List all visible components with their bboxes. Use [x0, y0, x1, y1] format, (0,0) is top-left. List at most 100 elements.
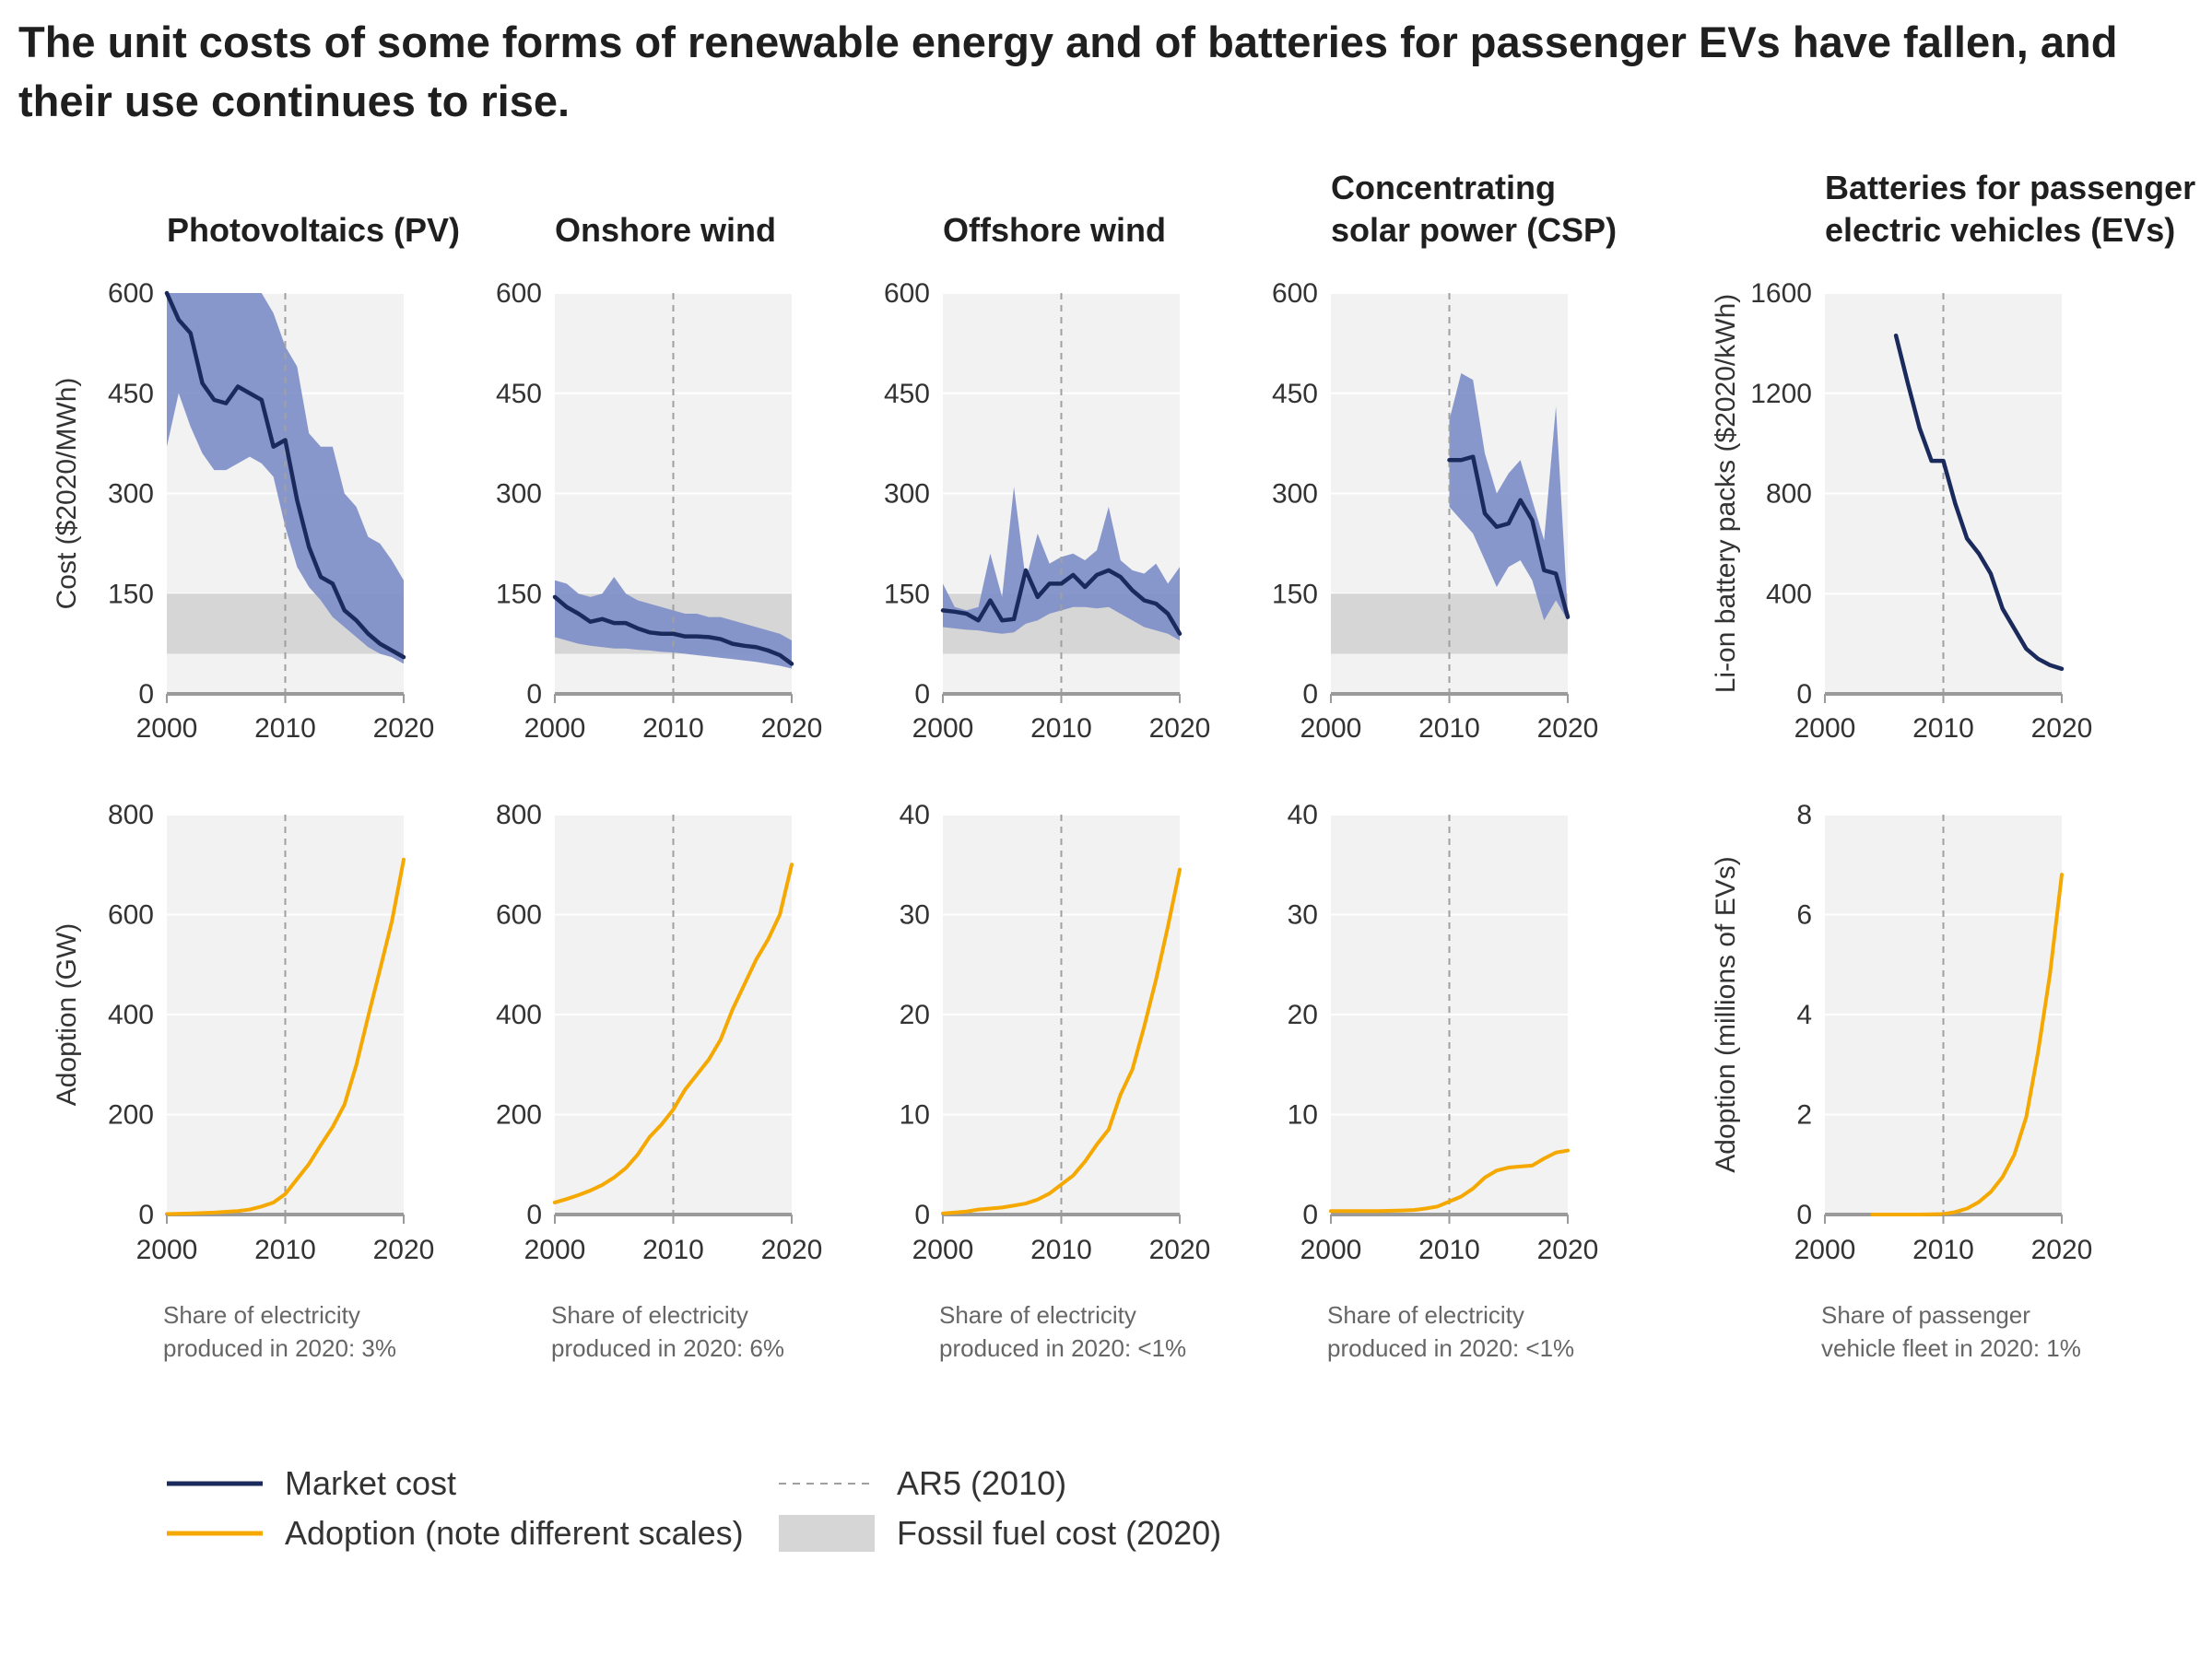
x-tick-label: 2010 — [1418, 713, 1480, 744]
y-tick-label: 0 — [914, 679, 930, 710]
series-line-adoption — [1329, 1148, 1570, 1214]
share-note: vehicle fleet in 2020: 1% — [1821, 1334, 2081, 1362]
legend-item-fossil-fuel-cost-2020: Fossil fuel cost (2020) — [779, 1514, 1221, 1552]
figure-title: The unit costs of some forms of renewabl… — [18, 18, 2118, 125]
y-tick-label: 600 — [496, 278, 542, 309]
panel-batteries-for-passenger-electric-vehicles-evs-adoption: 0 2 4 6 8 2000 2010 2020 Adoption (millions of E… — [1711, 800, 2092, 1362]
x-tick-label: 2000 — [1794, 1235, 1856, 1265]
y-tick-label: 600 — [884, 278, 930, 309]
x-tick-label: 2010 — [254, 713, 316, 744]
y-tick-label: 300 — [496, 479, 542, 510]
x-tick-label: 2010 — [1912, 713, 1974, 744]
y-tick-label: 400 — [108, 1000, 154, 1030]
x-tick-label: 2020 — [373, 1235, 435, 1265]
x-tick-label: 2000 — [524, 713, 586, 744]
x-tick-label: 2000 — [912, 1235, 974, 1265]
panel-title: electric vehicles (EVs) — [1825, 211, 2175, 249]
y-tick-label: 0 — [914, 1200, 930, 1230]
y-tick-label: 600 — [108, 278, 154, 309]
x-tick-label: 2000 — [136, 713, 198, 744]
share-note: Share of electricity — [163, 1301, 360, 1329]
panel-concentrating-solar-power-csp-cost: 0 150 300 450 600 2000 2010 2020 Concentrating so… — [1272, 169, 1617, 744]
y-tick-label: 300 — [1272, 479, 1318, 510]
x-tick-label: 2000 — [1794, 713, 1856, 744]
x-tick-label: 2020 — [1537, 1235, 1599, 1265]
y-tick-label: 600 — [108, 900, 154, 931]
y-tick-label: 0 — [1302, 1200, 1318, 1230]
y-tick-label: 150 — [108, 579, 154, 609]
y-tick-label: 30 — [1288, 900, 1318, 931]
panel-offshore-wind-cost: 0 150 300 450 600 2000 2010 2020 Offshore wind — [884, 211, 1210, 744]
panel-title: Concentrating — [1331, 169, 1556, 206]
panel-title: Photovoltaics (PV) — [167, 211, 460, 249]
y-axis-label: Cost ($2020/MWh) — [52, 378, 82, 610]
panel-onshore-wind-cost: 0 150 300 450 600 2000 2010 2020 Onshore wind — [496, 211, 822, 744]
y-tick-label: 400 — [1766, 579, 1812, 609]
x-tick-label: 2000 — [524, 1235, 586, 1265]
panel-batteries-for-passenger-electric-vehicles-evs-cost: 0 400 800 1200 1600 2000 2010 2020 Li-on battery… — [1711, 169, 2195, 744]
panel-concentrating-solar-power-csp-adoption: 0 10 20 30 40 2000 2010 2020 Share of electricit… — [1288, 800, 1599, 1362]
x-tick-label: 2010 — [1418, 1235, 1480, 1265]
y-tick-label: 0 — [138, 679, 154, 710]
x-tick-label: 2010 — [1030, 1235, 1092, 1265]
y-tick-label: 1200 — [1750, 379, 1812, 409]
x-tick-label: 2010 — [642, 1235, 704, 1265]
x-tick-label: 2020 — [761, 713, 823, 744]
y-tick-label: 150 — [496, 579, 542, 609]
y-tick-label: 4 — [1796, 1000, 1812, 1030]
legend-item-market-cost: Market cost — [167, 1464, 456, 1502]
y-tick-label: 450 — [1272, 379, 1318, 409]
share-note: Share of passenger — [1821, 1301, 2030, 1329]
y-tick-label: 200 — [108, 1100, 154, 1131]
panel-title: solar power (CSP) — [1331, 211, 1617, 249]
legend-label: AR5 (2010) — [897, 1464, 1066, 1502]
y-tick-label: 40 — [1288, 800, 1318, 830]
y-tick-label: 800 — [496, 800, 542, 830]
panel-onshore-wind-adoption: 0 200 400 600 800 2000 2010 2020 Share of electr… — [496, 800, 822, 1362]
y-tick-label: 150 — [1272, 579, 1318, 609]
y-axis-label: Adoption (millions of EVs) — [1711, 856, 1741, 1172]
y-tick-label: 10 — [1288, 1100, 1318, 1131]
y-axis-label: Li-on battery packs ($2020/kWh) — [1711, 294, 1741, 694]
x-tick-label: 2000 — [912, 713, 974, 744]
legend-swatch-band — [779, 1515, 875, 1552]
y-tick-label: 200 — [496, 1100, 542, 1131]
panel-title: Onshore wind — [555, 211, 776, 249]
share-note: produced in 2020: <1% — [939, 1334, 1186, 1362]
y-tick-label: 800 — [1766, 479, 1812, 510]
x-tick-label: 2020 — [761, 1235, 823, 1265]
y-tick-label: 8 — [1796, 800, 1812, 830]
legend-label: Market cost — [285, 1464, 456, 1502]
y-tick-label: 6 — [1796, 900, 1812, 931]
x-tick-label: 2020 — [2031, 713, 2093, 744]
series-line-adoption — [165, 857, 406, 1216]
y-tick-label: 450 — [884, 379, 930, 409]
y-tick-label: 150 — [884, 579, 930, 609]
x-tick-label: 2010 — [642, 713, 704, 744]
y-tick-label: 0 — [1302, 679, 1318, 710]
x-tick-label: 2000 — [136, 1235, 198, 1265]
y-tick-label: 0 — [1796, 679, 1812, 710]
panel-photovoltaics-pv-cost: 0 150 300 450 600 2000 2010 2020 Cost ($2020/MWh… — [52, 211, 460, 744]
panel-offshore-wind-adoption: 0 10 20 30 40 2000 2010 2020 Share of electricit… — [900, 800, 1211, 1362]
share-note: produced in 2020: 3% — [163, 1334, 396, 1362]
y-tick-label: 400 — [496, 1000, 542, 1030]
share-note: Share of electricity — [939, 1301, 1136, 1329]
y-tick-label: 300 — [884, 479, 930, 510]
y-tick-label: 450 — [496, 379, 542, 409]
y-tick-label: 0 — [138, 1200, 154, 1230]
legend-label: Fossil fuel cost (2020) — [897, 1514, 1221, 1552]
y-tick-label: 30 — [900, 900, 930, 931]
y-tick-label: 600 — [1272, 278, 1318, 309]
legend-label: Adoption (note different scales) — [285, 1514, 744, 1552]
x-tick-label: 2010 — [1030, 713, 1092, 744]
y-tick-label: 0 — [526, 1200, 542, 1230]
y-tick-label: 300 — [108, 479, 154, 510]
y-tick-label: 20 — [900, 1000, 930, 1030]
panel-title: Batteries for passenger — [1825, 169, 2195, 206]
x-tick-label: 2020 — [1149, 1235, 1211, 1265]
share-note: produced in 2020: 6% — [551, 1334, 784, 1362]
y-axis-label: Adoption (GW) — [52, 923, 82, 1106]
